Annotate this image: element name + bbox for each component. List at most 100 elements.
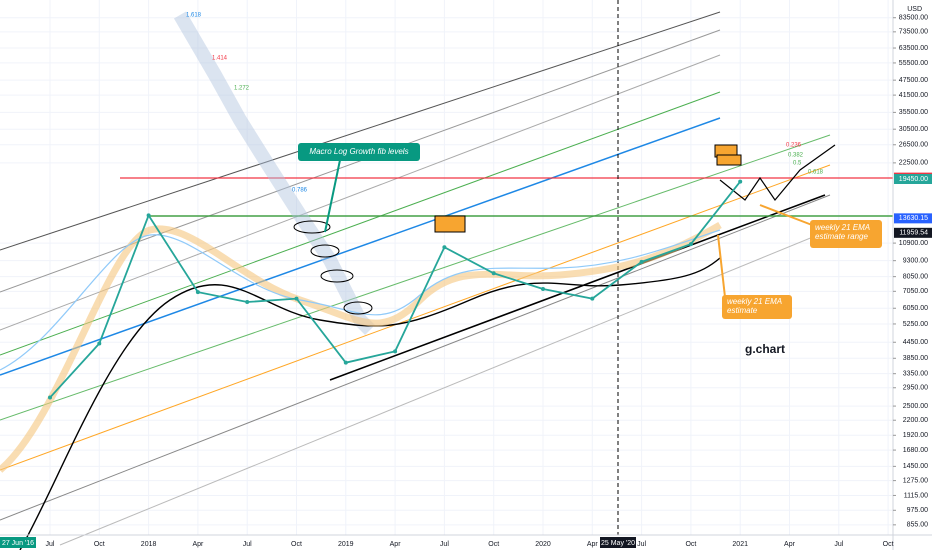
price-label: 11959.54	[899, 230, 928, 237]
y-tick-label: 1680.00	[903, 447, 928, 454]
projection	[719, 144, 836, 201]
x-tick-label: Apr	[192, 541, 204, 548]
y-tick-label: 35500.00	[899, 109, 928, 116]
callout-arrow	[717, 234, 726, 298]
price-point	[590, 296, 595, 301]
y-tick-label: 9300.00	[903, 258, 928, 265]
price-point	[343, 360, 348, 365]
fib-label: 0.236	[786, 143, 802, 149]
price-point	[146, 213, 151, 218]
price-point	[639, 259, 644, 264]
x-tick-label: Oct	[883, 541, 894, 548]
highlight	[343, 301, 373, 315]
ema-band	[0, 221, 722, 473]
annotation-wrap: weekly 21 EMA estimate	[727, 297, 782, 315]
x-tick-label: Apr	[587, 541, 599, 548]
y-tick-label: 7050.00	[903, 288, 928, 295]
price-label-box	[894, 227, 932, 238]
channel-line	[0, 11, 721, 251]
x-tick-label: Oct	[488, 541, 499, 548]
x-tick-label: Jul	[440, 541, 449, 548]
annotation: weekly 21 EMA estimate	[727, 297, 782, 315]
x-tick-label: Oct	[685, 541, 696, 548]
y-tick-label: 26500.00	[899, 142, 928, 149]
date-marker: 25 May '20	[601, 540, 635, 547]
price-point	[688, 242, 693, 247]
y-tick-label: 4450.00	[903, 339, 928, 346]
callout-arrow	[759, 204, 813, 226]
channel-line	[0, 194, 831, 521]
fib-label: 0.618	[808, 170, 824, 176]
target-box	[716, 154, 742, 166]
price-point	[738, 179, 743, 184]
price-point	[491, 271, 496, 276]
x-tick-label: Apr	[390, 541, 402, 548]
fib-label: 1.414	[212, 56, 228, 62]
x-tick-label: Oct	[94, 541, 105, 548]
y-axis-panel	[893, 0, 932, 550]
y-tick-label: 83500.00	[899, 15, 928, 22]
fib-line	[0, 134, 831, 421]
y-tick-label: 63500.00	[899, 45, 928, 52]
x-tick-label: Jul	[637, 541, 646, 548]
price-label: 19450.00	[899, 176, 928, 183]
callout-box	[810, 220, 882, 248]
fib-label: 1.618	[186, 13, 202, 19]
y-tick-label: 3350.00	[903, 371, 928, 378]
y-tick-label: 5250.00	[903, 321, 928, 328]
annotation: weekly 21 EMA estimate range	[815, 223, 870, 241]
price-point	[294, 296, 299, 301]
y-tick-label: 8050.00	[903, 273, 928, 280]
x-tick-label: Oct	[291, 541, 302, 548]
range-box	[434, 215, 466, 233]
y-tick-label: 855.00	[907, 522, 929, 529]
price-point	[393, 349, 398, 354]
fib-label: 1.272	[234, 86, 250, 92]
fib-labels: 1.618 1.414 1.272 0.786 0.618 0.5 0.382 0.236	[186, 13, 824, 194]
ema-line	[19, 257, 721, 550]
y-tick-label: 73500.00	[899, 29, 928, 36]
fib-line	[0, 117, 721, 376]
x-tick-label: Jul	[243, 541, 252, 548]
channel-line	[59, 229, 831, 546]
date-marker: 27 Jun '16	[2, 540, 34, 547]
price-label-box	[894, 173, 932, 184]
x-tick-label: 2019	[338, 541, 354, 548]
callout-box	[722, 295, 792, 319]
x-tick-label: Jul	[46, 541, 55, 548]
price-point	[48, 395, 52, 400]
axes: 855.00 975.00 1115.00 1275.00 1450.00 1680.00…	[0, 15, 932, 548]
series	[48, 179, 743, 400]
x-tick-label: 2021	[732, 541, 748, 548]
y-tick-label: 2950.00	[903, 385, 928, 392]
x-tick-label: 2018	[141, 541, 157, 548]
price-label: 13630.15	[899, 215, 928, 222]
y-tick-label: 47500.00	[899, 77, 928, 84]
highlight	[310, 244, 340, 258]
y-tick-label: 2200.00	[903, 417, 928, 424]
callout-arrow	[324, 159, 341, 233]
ema-line	[0, 229, 721, 371]
y-tick-label: 1920.00	[903, 432, 928, 439]
y-tick-label: 1115.00	[904, 492, 928, 499]
y-tick-label: 1450.00	[903, 463, 928, 470]
channel-line	[0, 54, 721, 331]
date-marker-box	[600, 537, 636, 548]
highlight	[320, 269, 354, 283]
y-tick-label: 6050.00	[903, 305, 928, 312]
x-tick-label: Apr	[784, 541, 796, 548]
y-tick-label: 3850.00	[903, 355, 928, 362]
annotation: Macro Log Growth fib levels	[309, 147, 408, 156]
price-point	[195, 290, 200, 295]
fib-label: 0.382	[788, 153, 804, 159]
y-tick-label: 22500.00	[899, 160, 928, 167]
date-marker-box	[0, 537, 36, 548]
price-point	[541, 286, 545, 291]
trend-line	[329, 194, 826, 381]
y-tick-label: 2500.00	[903, 403, 928, 410]
channel-lines	[0, 0, 893, 550]
fib-label: 0.5	[793, 161, 802, 167]
y-tick-label: 55500.00	[899, 60, 928, 67]
price-label-box	[894, 213, 932, 224]
